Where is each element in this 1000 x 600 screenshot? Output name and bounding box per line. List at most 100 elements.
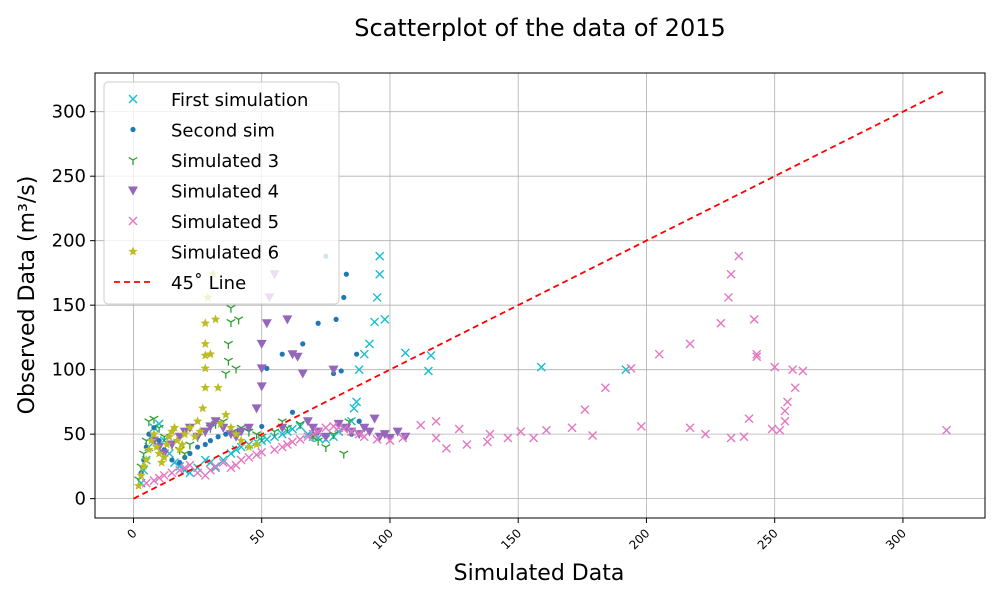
data-point [384,434,395,444]
data-point [185,460,195,470]
data-point [256,339,267,349]
data-point [215,418,226,428]
reference-line [133,90,945,500]
data-point [236,427,247,437]
data-point [485,429,495,439]
data-point [752,349,762,359]
data-point [462,439,472,449]
data-point [141,478,151,488]
legend-label: Simulated 5 [171,212,279,233]
data-point [767,424,777,434]
data-point [169,422,180,432]
data-point [159,470,169,480]
data-point [251,439,262,449]
data-point [441,443,451,453]
data-point [146,431,152,437]
data-point [231,429,241,439]
data-point [149,415,159,424]
legend-item: 45˚ Line [114,273,246,294]
data-point [154,424,164,433]
data-point [236,455,246,465]
data-point [295,420,305,429]
data-point [200,382,211,392]
y-tick-label: 300 [52,102,86,123]
data-point [133,480,144,490]
data-point [716,318,726,328]
data-point [231,445,241,455]
data-point [262,434,272,444]
data-point [780,416,790,426]
data-point [193,468,203,478]
legend-label: Second sim [171,121,275,142]
data-point [359,423,370,433]
data-point [138,461,149,471]
data-point [174,432,185,442]
y-tick-label: 0 [75,489,86,510]
data-point [536,362,546,372]
data-point [352,397,362,407]
data-point [541,425,551,435]
series-simulated-6 [133,269,262,490]
data-point [156,438,162,444]
data-point [244,442,254,452]
data-point [297,369,308,379]
data-point [303,432,313,442]
data-point [226,318,236,327]
data-point [149,476,159,486]
data-point [264,365,270,371]
legend-marker [128,94,138,104]
data-point [226,449,236,459]
data-point [372,434,382,444]
data-point [146,435,157,445]
data-point [685,339,695,349]
data-point [223,340,233,349]
data-point [211,463,221,473]
data-point [287,437,297,447]
data-point [726,433,736,443]
data-point [223,357,233,366]
data-point [234,316,244,325]
data-point [218,455,228,465]
data-point [580,405,590,415]
data-point [431,416,441,426]
data-point [194,444,201,450]
data-point [295,434,305,444]
legend-marker [128,156,138,165]
data-point [141,454,152,464]
data-point [341,423,352,433]
legend-item: Simulated 6 [128,243,279,264]
legend-item: Simulated 5 [128,212,279,233]
data-point [400,432,411,442]
data-point [144,444,154,454]
chart-title: Scatterplot of the data of 2015 [354,14,726,42]
data-point [308,429,318,439]
data-point [156,457,167,467]
legend: First simulation Second sim Simulated 3 Sim… [103,81,340,305]
data-point [375,269,385,279]
data-point [154,473,164,483]
data-points [133,251,952,490]
data-point [221,409,231,419]
data-point [226,422,236,432]
data-point [180,429,190,439]
data-point [185,441,195,450]
data-point [279,351,285,357]
data-point [626,363,636,373]
data-point [162,439,172,449]
data-point [136,470,146,480]
data-point [370,317,380,327]
x-tick-label: 300 [883,526,909,552]
data-point [252,450,262,460]
data-point [302,417,313,427]
data-point [636,421,646,431]
data-point [287,350,298,360]
data-point [167,468,177,478]
data-point [346,427,356,437]
legend-marker [130,126,136,133]
x-tick-label: 150 [498,526,524,552]
data-point [339,424,349,434]
data-point [277,429,287,439]
data-point [231,365,241,374]
data-point [770,362,780,372]
data-point [169,457,175,463]
